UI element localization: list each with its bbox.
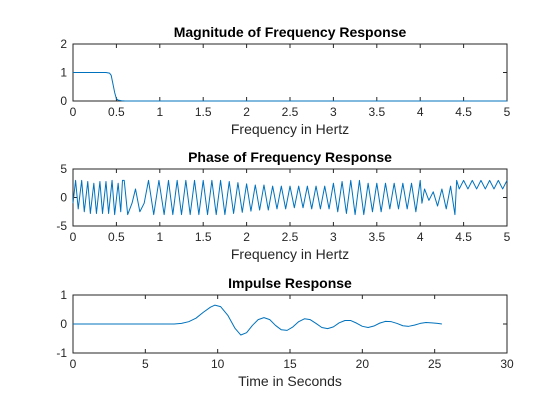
x-axis-label: Time in Seconds — [238, 373, 342, 389]
y-tick-label: -1 — [56, 346, 67, 360]
y-tick-label: 2 — [60, 37, 67, 51]
x-axis-label: Frequency in Hertz — [231, 246, 349, 262]
y-tick-label: 1 — [60, 288, 67, 302]
y-tick-label: -5 — [56, 219, 67, 233]
x-tick-label: 0 — [70, 357, 77, 371]
x-tick-label: 1.5 — [195, 105, 212, 119]
y-tick-label: 1 — [60, 66, 67, 80]
x-tick-label: 1 — [156, 105, 163, 119]
y-tick-label: 0 — [60, 94, 67, 108]
x-tick-label: 10 — [211, 357, 225, 371]
x-axis-label: Frequency in Hertz — [231, 121, 349, 137]
x-tick-label: 30 — [500, 357, 514, 371]
x-tick-label: 3.5 — [368, 105, 385, 119]
x-tick-label: 1.5 — [195, 230, 212, 244]
axes-box — [72, 43, 508, 102]
chart-title: Phase of Frequency Response — [188, 149, 392, 165]
x-tick-label: 5 — [504, 105, 511, 119]
subplot-1: 0 0.5 1 1.5 2 2.5 3 3.5 4 4.5 5 0 1 2 Magnitude of Fre… — [60, 24, 510, 137]
y-tick-label: 0 — [60, 191, 67, 205]
x-tick-label: 4.5 — [455, 230, 472, 244]
x-tick-label: 25 — [428, 357, 442, 371]
x-tick-label: 15 — [283, 357, 297, 371]
x-tick-label: 3.5 — [368, 230, 385, 244]
y-tick-label: 0 — [60, 317, 67, 331]
series-line-1 — [73, 72, 507, 102]
x-tick-label: 4 — [417, 105, 424, 119]
chart-title: Impulse Response — [228, 275, 352, 291]
x-tick-label: 5 — [504, 230, 511, 244]
x-tick-label: 5 — [142, 357, 149, 371]
x-tick-label: 2 — [243, 105, 250, 119]
x-tick-label: 2.5 — [282, 105, 299, 119]
x-tick-label: 0.5 — [108, 105, 125, 119]
x-tick-label: 2.5 — [282, 230, 299, 244]
x-tick-label: 3 — [330, 230, 337, 244]
series-line-1 — [72, 179, 508, 216]
axes-box — [72, 168, 508, 227]
x-tick-label: 3 — [330, 105, 337, 119]
x-tick-label: 2 — [243, 230, 250, 244]
y-tick-label: 5 — [60, 162, 67, 176]
x-tick-label: 4 — [417, 230, 424, 244]
x-tick-label: 20 — [356, 357, 370, 371]
chart-title: Magnitude of Frequency Response — [174, 24, 407, 40]
x-tick-label: 4.5 — [455, 105, 472, 119]
x-tick-label: 0 — [70, 230, 77, 244]
series-line-1 — [73, 304, 442, 336]
x-tick-label: 0.5 — [108, 230, 125, 244]
x-tick-label: 0 — [70, 105, 77, 119]
x-tick-label: 1 — [156, 230, 163, 244]
